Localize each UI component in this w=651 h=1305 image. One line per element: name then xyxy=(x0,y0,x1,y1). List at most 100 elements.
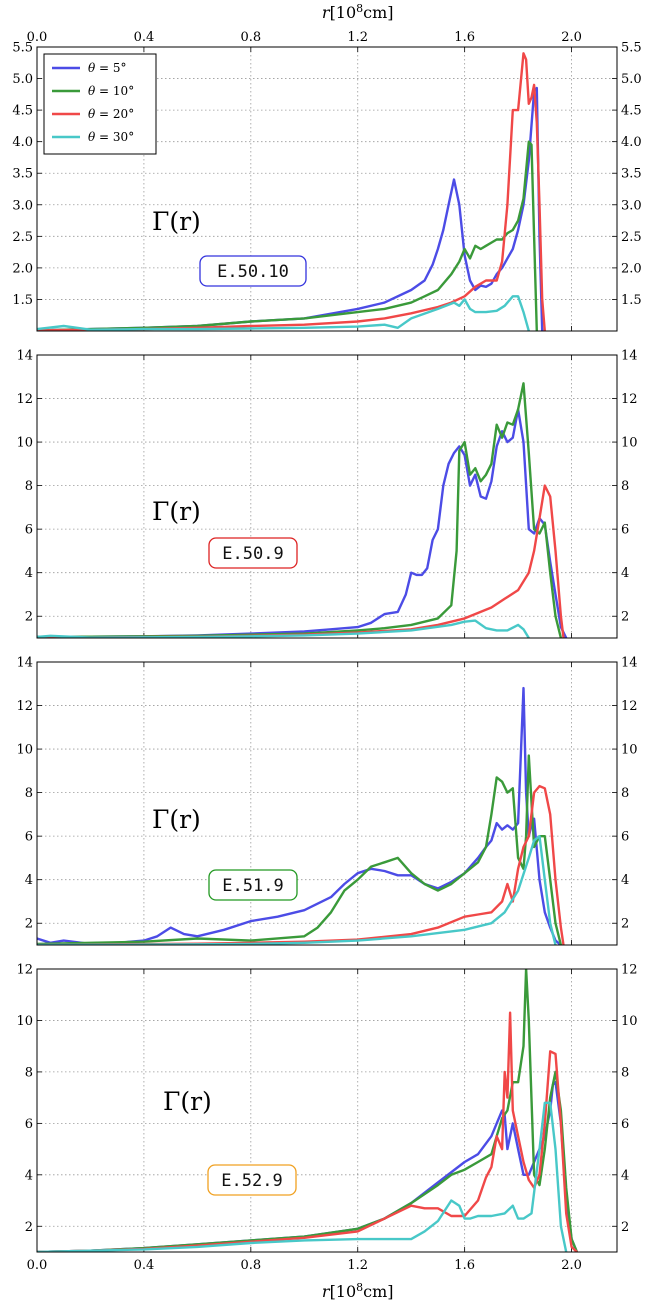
ytick-label-right-1-6: 4.5 xyxy=(621,104,642,119)
xtick-label-bottom-1: 0.4 xyxy=(134,1258,155,1273)
annotation-gamma-4: Γ(r) xyxy=(163,1087,212,1116)
ytick-label-left-3-0: 2 xyxy=(25,917,33,932)
model-label-3: E.51.9 xyxy=(222,876,283,896)
legend-label-1: θ = 5° xyxy=(88,61,127,75)
ytick-label-right-1-8: 5.5 xyxy=(621,41,642,56)
ytick-label-left-1-2: 2.5 xyxy=(12,230,33,245)
xaxis-title-bottom: r[108cm] xyxy=(322,1281,394,1301)
series-line-1-3 xyxy=(37,52,546,331)
model-label-box-3 xyxy=(208,869,298,901)
ytick-label-left-2-4: 10 xyxy=(16,436,33,451)
panel-1: 1.5 1.5 2.0 2.0 2.5 2.5 3.0 3.0 3.5 3.5 4.0 4.0 4.5 4… xyxy=(12,2,642,332)
ytick-label-right-4-1: 4 xyxy=(621,1168,629,1183)
model-label-1: E.50.10 xyxy=(217,262,289,282)
series-line-2-3 xyxy=(37,484,565,638)
series-line-4-4 xyxy=(37,1101,568,1252)
ytick-label-right-2-6: 14 xyxy=(621,349,638,364)
annotation-gamma-2: Γ(r) xyxy=(152,497,201,526)
series-line-2-1 xyxy=(37,408,568,638)
annotation-gamma-1: Γ(r) xyxy=(152,207,201,236)
xtick-label-top-0: 0.0 xyxy=(27,30,48,45)
ytick-label-left-2-2: 6 xyxy=(25,523,33,538)
ytick-label-left-2-0: 2 xyxy=(25,610,33,625)
ytick-label-right-4-4: 10 xyxy=(621,1014,638,1029)
ytick-label-left-4-0: 2 xyxy=(25,1220,33,1235)
ytick-label-left-1-7: 5.0 xyxy=(12,72,33,87)
ytick-label-left-1-4: 3.5 xyxy=(12,167,33,182)
ytick-label-right-2-1: 4 xyxy=(621,566,629,581)
ytick-label-left-3-4: 10 xyxy=(16,743,33,758)
ytick-label-left-2-3: 8 xyxy=(25,479,33,494)
model-label-box-1 xyxy=(199,255,307,287)
xtick-label-top-5: 2.0 xyxy=(561,30,582,45)
series-line-2-2 xyxy=(37,382,563,638)
xtick-label-bottom-4: 1.6 xyxy=(454,1258,475,1273)
model-label-box-2 xyxy=(208,537,298,569)
ytick-label-right-2-2: 6 xyxy=(621,523,629,538)
ytick-label-left-3-2: 6 xyxy=(25,830,33,845)
xtick-label-top-1: 0.4 xyxy=(134,30,155,45)
ytick-label-right-3-5: 12 xyxy=(621,699,638,714)
ytick-label-left-4-4: 10 xyxy=(16,1014,33,1029)
model-label-2: E.50.9 xyxy=(222,544,283,564)
ytick-label-right-1-2: 2.5 xyxy=(621,230,642,245)
xtick-label-bottom-2: 0.8 xyxy=(240,1258,261,1273)
plot-frame-1 xyxy=(36,46,618,332)
series-line-1-2 xyxy=(37,140,538,331)
ytick-label-left-2-6: 14 xyxy=(16,349,33,364)
ytick-label-right-3-4: 10 xyxy=(621,743,638,758)
xtick-label-top-4: 1.6 xyxy=(454,30,475,45)
ytick-label-left-1-6: 4.5 xyxy=(12,104,33,119)
series-line-3-1 xyxy=(37,686,562,945)
xtick-label-top-2: 0.8 xyxy=(240,30,261,45)
ytick-label-left-4-3: 8 xyxy=(25,1065,33,1080)
ytick-label-right-4-3: 8 xyxy=(621,1065,629,1080)
ytick-label-right-1-3: 3.0 xyxy=(621,198,642,213)
plot-frame-3 xyxy=(36,661,618,946)
ytick-label-right-3-0: 2 xyxy=(621,917,629,932)
series-line-4-2 xyxy=(37,969,579,1252)
xtick-label-bottom-5: 2.0 xyxy=(561,1258,582,1273)
series-line-1-4 xyxy=(37,295,530,331)
ytick-label-right-3-6: 14 xyxy=(621,656,638,671)
series-line-3-4 xyxy=(37,835,557,945)
ytick-label-left-2-1: 4 xyxy=(25,566,33,581)
ytick-label-left-4-1: 4 xyxy=(25,1168,33,1183)
panel-3: 2 2 4 4 6 6 8 8 10 10 12 12 14 14 Γ(r) E.51.9 xyxy=(16,656,638,946)
plot-frame-2 xyxy=(36,354,618,639)
ytick-label-left-3-3: 8 xyxy=(25,786,33,801)
xaxis-title-top: r[108cm] xyxy=(322,2,394,22)
ytick-label-left-3-6: 14 xyxy=(16,656,33,671)
ytick-label-right-4-0: 2 xyxy=(621,1220,629,1235)
ytick-label-right-1-4: 3.5 xyxy=(621,167,642,182)
ytick-label-left-1-0: 1.5 xyxy=(12,293,33,308)
annotation-gamma-3: Γ(r) xyxy=(152,805,201,834)
ytick-label-left-4-5: 12 xyxy=(16,963,33,978)
ytick-label-right-1-5: 4.0 xyxy=(621,135,642,150)
ytick-label-right-4-2: 6 xyxy=(621,1117,629,1132)
ytick-label-left-1-1: 2.0 xyxy=(12,261,33,276)
ytick-label-right-3-2: 6 xyxy=(621,830,629,845)
xtick-label-bottom-0: 0.0 xyxy=(27,1258,48,1273)
ytick-label-right-2-5: 12 xyxy=(621,392,638,407)
ytick-label-right-2-4: 10 xyxy=(621,436,638,451)
series-line-2-4 xyxy=(37,619,530,638)
ytick-label-left-1-3: 3.0 xyxy=(12,198,33,213)
panel-2: 2 2 4 4 6 6 8 8 10 10 12 12 14 14 Γ(r) E.50.9 xyxy=(16,349,638,639)
ytick-label-left-1-8: 5.5 xyxy=(12,41,33,56)
xtick-label-top-3: 1.2 xyxy=(347,30,368,45)
ytick-label-right-1-1: 2.0 xyxy=(621,261,642,276)
xtick-label-bottom-3: 1.2 xyxy=(347,1258,368,1273)
legend: θ = 5° θ = 10° θ = 20° θ = 30° xyxy=(43,53,157,155)
model-label-box-4 xyxy=(207,1164,297,1196)
plot-frame-4 xyxy=(36,968,618,1253)
series-line-3-3 xyxy=(37,784,565,945)
ytick-label-right-3-3: 8 xyxy=(621,786,629,801)
ytick-label-right-1-0: 1.5 xyxy=(621,293,642,308)
series-line-3-2 xyxy=(37,754,563,945)
ytick-label-right-2-0: 2 xyxy=(621,610,629,625)
ytick-label-right-3-1: 4 xyxy=(621,873,629,888)
ytick-label-right-2-3: 8 xyxy=(621,479,629,494)
ytick-label-right-1-7: 5.0 xyxy=(621,72,642,87)
